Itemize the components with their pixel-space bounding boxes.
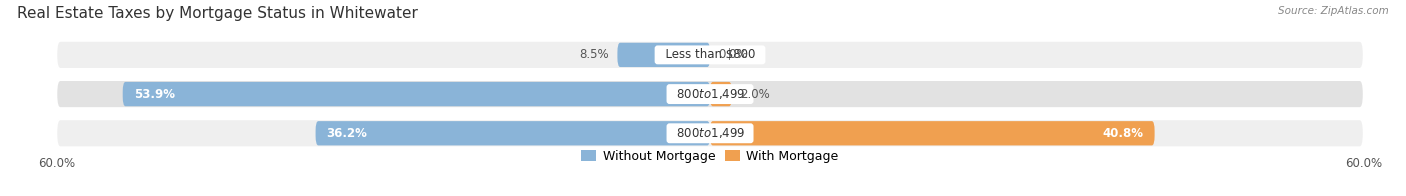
FancyBboxPatch shape [315,121,710,145]
FancyBboxPatch shape [710,121,1154,145]
FancyBboxPatch shape [56,41,1364,69]
Text: Source: ZipAtlas.com: Source: ZipAtlas.com [1278,6,1389,16]
FancyBboxPatch shape [122,82,710,106]
Text: 0.0%: 0.0% [718,48,748,61]
Text: $800 to $1,499: $800 to $1,499 [669,126,751,140]
Text: Less than $800: Less than $800 [658,48,762,61]
Text: $800 to $1,499: $800 to $1,499 [669,87,751,101]
Text: 40.8%: 40.8% [1102,127,1143,140]
FancyBboxPatch shape [710,82,731,106]
FancyBboxPatch shape [56,80,1364,108]
Text: 36.2%: 36.2% [326,127,367,140]
Text: 53.9%: 53.9% [134,88,174,101]
Text: 2.0%: 2.0% [741,88,770,101]
FancyBboxPatch shape [617,43,710,67]
Text: 8.5%: 8.5% [579,48,609,61]
Text: Real Estate Taxes by Mortgage Status in Whitewater: Real Estate Taxes by Mortgage Status in … [17,6,418,21]
Legend: Without Mortgage, With Mortgage: Without Mortgage, With Mortgage [576,145,844,168]
FancyBboxPatch shape [56,119,1364,147]
